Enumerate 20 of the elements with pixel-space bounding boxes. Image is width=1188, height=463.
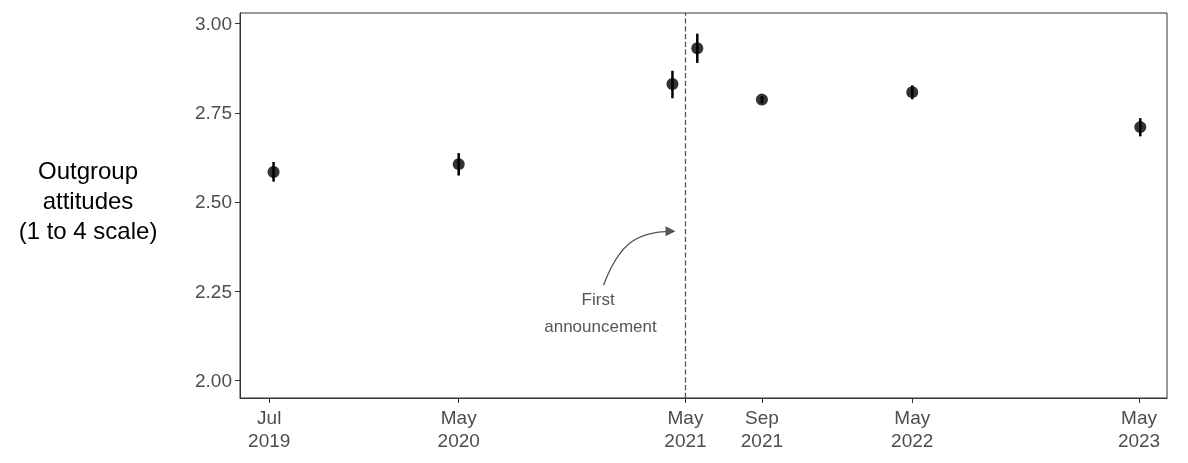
point	[666, 77, 679, 90]
x-tick-label: Jul 2019	[248, 407, 291, 451]
y-tick-label: 3.00	[195, 13, 232, 35]
y-tick-label: 2.50	[195, 191, 232, 213]
point	[267, 165, 280, 178]
y-tick-label: 2.25	[195, 280, 232, 302]
point	[691, 42, 704, 55]
y-axis-title: Outgroup attitudes (1 to 4 scale)	[18, 157, 158, 244]
x-tick-label: May 2023	[1117, 407, 1161, 451]
x-tick-label: May 2020	[437, 407, 480, 451]
point	[755, 93, 768, 106]
y-tick-label: 2.75	[195, 102, 232, 124]
x-tick-label: May 2021	[664, 407, 707, 451]
point	[452, 158, 465, 171]
annotation: First announcement	[544, 290, 657, 337]
x-tick-label: Sep 2021	[740, 407, 784, 451]
point	[906, 86, 919, 99]
point	[1134, 121, 1147, 134]
x-tick-label: May 2022	[891, 407, 934, 451]
y-tick-label: 2.00	[195, 369, 232, 391]
